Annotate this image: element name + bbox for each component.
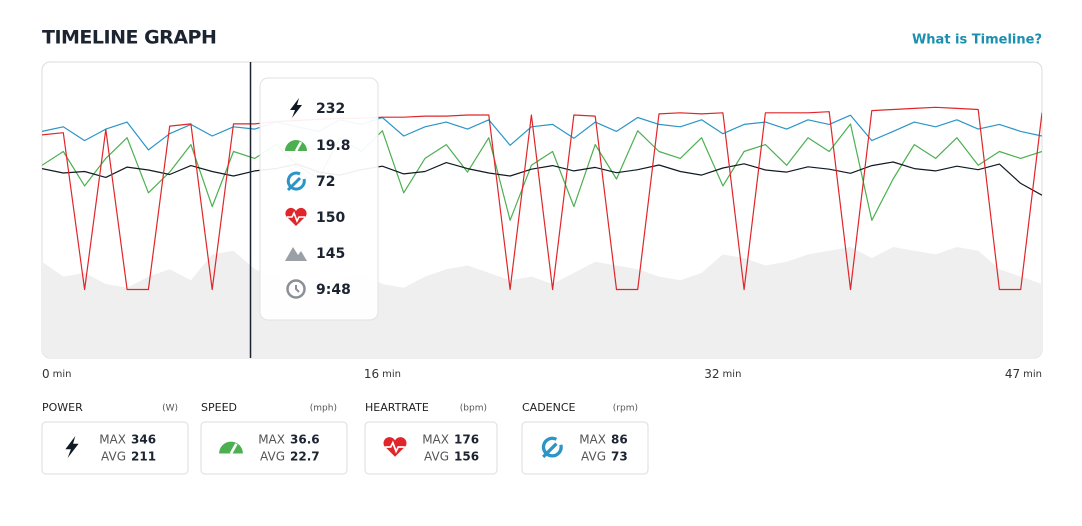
max-label: MAX xyxy=(99,433,126,447)
avg-value: 156 xyxy=(454,450,479,464)
power-line xyxy=(42,161,1042,196)
stat-unit: (W) xyxy=(162,404,178,414)
tooltip-elevation: 145 xyxy=(316,246,345,262)
stat-name: POWER xyxy=(42,401,83,414)
max-label: MAX xyxy=(422,433,449,447)
avg-label: AVG xyxy=(101,450,126,464)
x-tick-value: 47 xyxy=(1005,367,1020,381)
max-label: MAX xyxy=(579,433,606,447)
stat-card xyxy=(41,421,189,475)
x-tick-unit: min xyxy=(723,369,742,380)
tooltip-speed: 19.8 xyxy=(316,138,351,154)
x-tick-value: 32 xyxy=(704,367,719,381)
tooltip-heartrate: 150 xyxy=(316,210,345,226)
avg-value: 73 xyxy=(611,450,628,464)
plot-lines xyxy=(42,106,1042,358)
stat-unit: (bpm) xyxy=(460,404,487,414)
tooltip-power: 232 xyxy=(316,101,345,117)
help-link[interactable]: What is Timeline? xyxy=(912,33,1042,48)
elevation-area xyxy=(42,247,1042,358)
max-value: 346 xyxy=(131,433,156,447)
max-value: 36.6 xyxy=(290,433,320,447)
stat-name: HEARTRATE xyxy=(365,401,429,414)
stat-card xyxy=(521,421,649,475)
tooltip-cadence: 72 xyxy=(316,174,335,190)
avg-label: AVG xyxy=(581,450,606,464)
tooltip-time: 9:48 xyxy=(316,282,351,298)
avg-value: 22.7 xyxy=(290,450,320,464)
x-tick-unit: min xyxy=(53,369,72,380)
x-tick-label: 0 min xyxy=(42,367,72,381)
stat-unit: (mph) xyxy=(310,404,337,414)
page-title: TIMELINE GRAPH xyxy=(42,27,216,49)
avg-label: AVG xyxy=(424,450,449,464)
max-value: 176 xyxy=(454,433,479,447)
stat-unit: (rpm) xyxy=(613,404,638,414)
cadence-line xyxy=(42,114,1042,151)
x-tick-value: 0 xyxy=(42,367,50,381)
x-tick-label: 32 min xyxy=(704,367,741,381)
stat-name: CADENCE xyxy=(522,401,576,414)
x-tick-value: 16 xyxy=(364,367,379,381)
x-tick-label: 16 min xyxy=(364,367,401,381)
avg-label: AVG xyxy=(260,450,285,464)
x-tick-unit: min xyxy=(1023,369,1042,380)
stat-name: SPEED xyxy=(201,401,237,414)
max-value: 86 xyxy=(611,433,628,447)
x-tick-label: 47 min xyxy=(1005,367,1042,381)
x-tick-unit: min xyxy=(382,369,401,380)
stat-card xyxy=(200,421,348,475)
tooltip: 232 19.8 72 150 145 9:48 xyxy=(259,77,379,321)
stat-card xyxy=(364,421,498,475)
max-label: MAX xyxy=(258,433,285,447)
heartrate-line xyxy=(42,106,1042,291)
avg-value: 211 xyxy=(131,450,156,464)
speed-line xyxy=(42,123,1042,221)
